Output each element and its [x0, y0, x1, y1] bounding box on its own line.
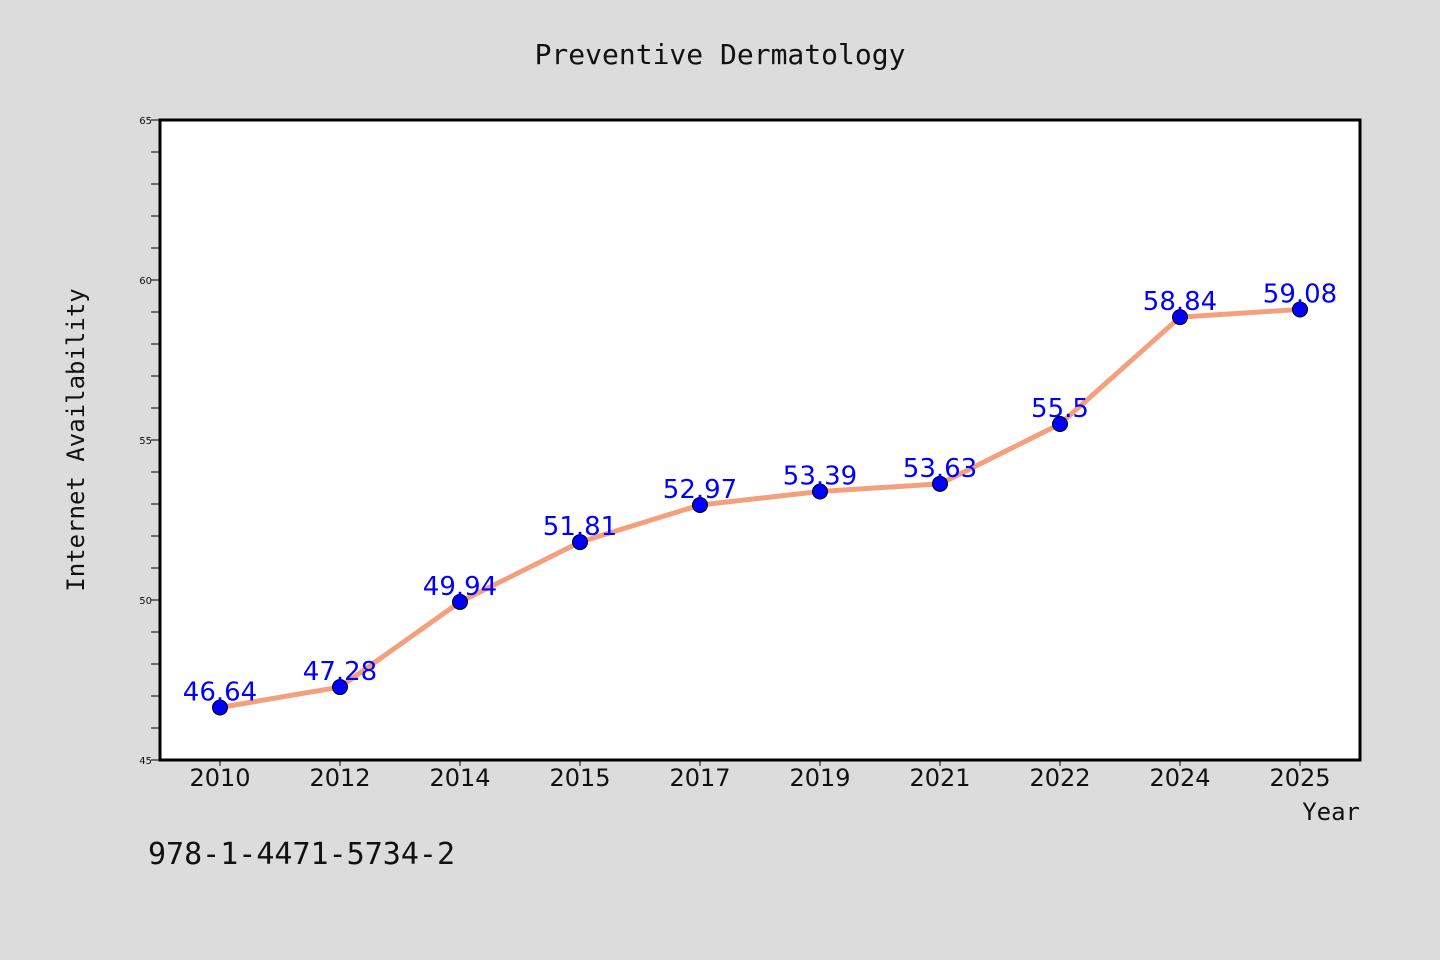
- x-tick-label: 2010: [189, 764, 250, 792]
- plot-area: [158, 118, 1362, 762]
- data-point: [572, 534, 588, 551]
- x-tick-label: 2019: [789, 764, 850, 792]
- x-tick-label: 2025: [1269, 764, 1330, 792]
- y-tick-label: 60: [139, 276, 152, 287]
- data-label: 47.28: [303, 657, 377, 687]
- data-label: 59.08: [1263, 279, 1337, 309]
- series-line: [217, 306, 1303, 711]
- data-label: 55.5: [1031, 394, 1089, 424]
- x-tick-label: 2021: [909, 764, 970, 792]
- y-tick-label: 45: [139, 756, 152, 767]
- data-label: 53.39: [783, 462, 857, 492]
- data-point: [812, 483, 828, 500]
- chart-title: Preventive Dermatology: [535, 38, 906, 71]
- x-tick-label: 2012: [309, 764, 370, 792]
- data-labels: 46.64 47.28 49.94 51.81 52.97 53.39 53.63 55.5 5…: [183, 279, 1337, 707]
- x-tick-label: 2015: [549, 764, 610, 792]
- data-markers: [212, 301, 1308, 716]
- data-point: [452, 593, 468, 610]
- data-label: 49.94: [423, 572, 497, 602]
- isbn-label: 978-1-4471-5734-2: [148, 837, 455, 872]
- y-tick-label: 50: [139, 596, 152, 607]
- data-point: [1292, 301, 1308, 318]
- x-tick-label: 2024: [1149, 764, 1210, 792]
- data-label: 52.97: [663, 475, 737, 505]
- y-tick-label: 55: [139, 436, 152, 447]
- x-tick-label: 2014: [429, 764, 490, 792]
- y-axis: 45 50 55 60 65: [139, 116, 160, 767]
- x-axis: 2010 2012 2014 2015 2017 2019 2021 2022 2024 2025: [189, 760, 1331, 792]
- y-axis-label: Internet Availability: [62, 288, 90, 591]
- data-point: [1052, 416, 1068, 432]
- y-tick-label: 65: [139, 116, 152, 127]
- x-tick-label: 2017: [669, 764, 730, 792]
- data-label: 58.84: [1143, 287, 1217, 317]
- data-label: 46.64: [183, 678, 257, 708]
- data-label: 51.81: [543, 512, 617, 542]
- data-point: [1172, 309, 1188, 326]
- x-tick-label: 2022: [1029, 764, 1090, 792]
- x-axis-label: Year: [1302, 798, 1360, 826]
- data-point: [692, 496, 708, 513]
- data-label: 53.63: [903, 454, 977, 484]
- data-point: [332, 679, 348, 696]
- data-point: [932, 475, 948, 492]
- data-point: [212, 699, 228, 716]
- series-line-group: [217, 306, 1303, 711]
